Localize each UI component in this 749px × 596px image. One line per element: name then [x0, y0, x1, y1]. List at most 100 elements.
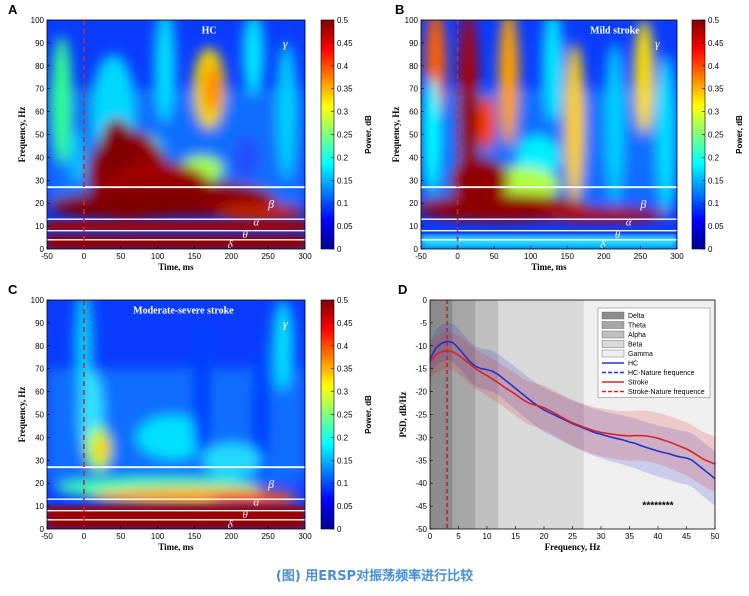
panel-letter: A: [8, 2, 18, 17]
band-label: θ: [242, 229, 248, 241]
colorbar-tick-label: 0.5: [337, 16, 349, 25]
heatmap-blobs: [421, 20, 677, 222]
heatmap-image: [47, 300, 305, 529]
y-tick-label: 90: [35, 39, 44, 48]
colorbar-tick-label: 0.2: [337, 433, 349, 442]
heatmap-blob: [538, 207, 670, 222]
legend-swatch: [601, 330, 625, 339]
band-label: θ: [615, 229, 621, 241]
y-tick-label: 10: [409, 222, 418, 231]
colorbar-tick-label: 0.4: [337, 342, 349, 351]
panel-letter: B: [395, 2, 404, 17]
y-tick-label: 60: [35, 388, 44, 397]
heatmap-blobs: [47, 20, 305, 222]
band-label: β: [639, 197, 646, 211]
band-label: δ: [228, 519, 234, 531]
colorbar: 0 0.05 0.1 0.15 0.2 0.25 0.3 0.35 0.4 0.45 0.5 Powe…: [691, 16, 744, 254]
axes: -50 0 50 100 150 200 250 3000102030405060708090…: [405, 16, 685, 261]
colorbar-tick-label: 0.3: [708, 108, 720, 117]
heatmap-blob: [276, 42, 297, 181]
y-tick-label: -50: [415, 525, 427, 534]
colorbar-tick-label: 0.4: [337, 62, 349, 71]
heatmap-blobs: [47, 300, 305, 507]
colorbar: 0 0.05 0.1 0.15 0.2 0.25 0.3 0.35 0.4 0.45 0.5 Powe…: [320, 16, 373, 254]
x-tick-label: 25: [568, 532, 577, 541]
y-tick-label: 50: [35, 131, 44, 140]
axes: -50 0 50 100 150 200 250 3000102030405060708090…: [31, 16, 313, 261]
colorbar-tick-label: 0.15: [337, 456, 353, 465]
x-tick-label: 150: [561, 252, 575, 261]
y-tick-label: 70: [35, 365, 44, 374]
figure-caption: (图) 用ERSP对振荡频率进行比较: [275, 569, 474, 584]
y-tick-label: 30: [35, 176, 44, 185]
x-tick-label: 250: [261, 532, 275, 541]
x-tick-label: 50: [490, 252, 499, 261]
panel-title: Mild stroke: [590, 26, 640, 37]
x-tick-label: 30: [597, 532, 606, 541]
x-tick-label: 100: [151, 532, 165, 541]
x-tick-label: 150: [188, 532, 202, 541]
band-label: β: [267, 477, 274, 491]
colorbar-tick-label: 0.25: [337, 131, 353, 140]
y-tick-label: 40: [35, 433, 44, 442]
y-tick-label: -35: [415, 456, 427, 465]
heatmap-blob: [272, 300, 294, 392]
heatmap-blob: [69, 129, 84, 185]
band-region-theta: [452, 300, 476, 529]
band-region-alpha: [475, 300, 499, 529]
axes: 0 5 10 15 20 25 30 35 40 45 50 0 -5 -10 -15 -20 -25 -30 -3…: [415, 296, 720, 541]
y-tick-label: 80: [409, 62, 418, 71]
band-label: δ: [228, 239, 234, 251]
heatmap-image: [421, 20, 677, 249]
legend-entry: Stroke-Nature frequence: [628, 389, 705, 396]
colorbar-label: Power, dB: [364, 395, 373, 434]
heatmap-blob: [542, 20, 563, 124]
series-error-band: [430, 331, 715, 492]
heatmap-row: [47, 221, 305, 231]
y-tick-label: 0: [40, 245, 45, 254]
y-tick-label: 20: [35, 199, 44, 208]
heatmap-row: [421, 243, 677, 249]
x-tick-label: 40: [654, 532, 663, 541]
legend-entry: Alpha: [628, 332, 646, 339]
y-tick-label: 100: [31, 16, 45, 25]
x-axis-label: Time, ms: [158, 262, 194, 272]
x-tick-label: -50: [415, 252, 427, 261]
heatmap-low-bands: [47, 221, 305, 249]
y-tick-label: -40: [415, 479, 427, 488]
colorbar-tick-label: 0: [708, 245, 713, 254]
legend-swatch: [601, 340, 625, 348]
heatmap-blob: [51, 36, 73, 165]
y-tick-label: 0: [423, 296, 428, 305]
heatmap-blob: [478, 95, 496, 151]
y-tick-label: 80: [35, 342, 44, 351]
y-tick-label: -30: [415, 433, 427, 442]
colorbar-tick-label: 0.2: [708, 153, 720, 162]
legend-swatch: [601, 349, 625, 358]
colorbar-tick-label: 0.1: [337, 199, 349, 208]
panel-letter: D: [398, 282, 407, 297]
heatmap-blob: [231, 134, 261, 181]
y-tick-label: -20: [415, 388, 427, 397]
heatmap-row: [47, 235, 305, 249]
y-tick-label: -10: [415, 342, 427, 351]
x-tick-label: 50: [711, 532, 720, 541]
significance-annotation: ********: [642, 500, 673, 511]
colorbar-tick-label: 0.5: [337, 296, 349, 305]
legend-entry: Beta: [628, 342, 643, 349]
x-tick-label: 0: [455, 252, 460, 261]
heatmap-blob: [201, 441, 261, 479]
colorbar-tick-label: 0.35: [337, 85, 353, 94]
x-tick-label: 100: [151, 252, 165, 261]
x-tick-label: 45: [682, 532, 691, 541]
heatmap-blob: [655, 54, 677, 215]
colorbar-label: Power, dB: [364, 115, 373, 154]
y-axis-label: Frequency, Hz: [17, 387, 27, 443]
y-tick-label: -25: [415, 411, 427, 420]
legend-entry: Theta: [628, 323, 646, 330]
band-label: γ: [283, 316, 288, 330]
legend-entry: Delta: [628, 313, 644, 320]
colorbar-tick-label: 0: [337, 525, 342, 534]
y-tick-label: 60: [409, 108, 418, 117]
